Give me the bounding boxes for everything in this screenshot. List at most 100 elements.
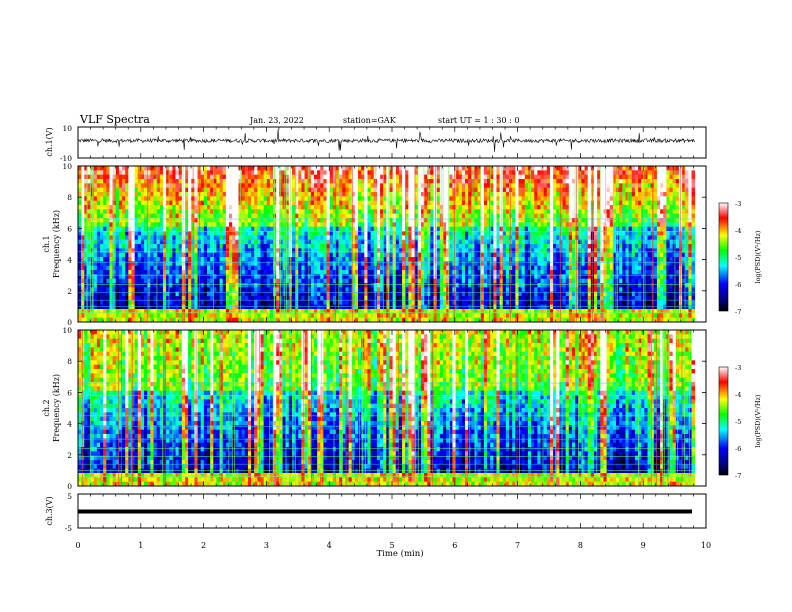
spectrogram-cell [323, 291, 327, 297]
spectrogram-cell [241, 252, 246, 258]
spectrogram-cell [477, 287, 482, 293]
spectrogram-cell [118, 248, 123, 254]
spectrogram-cell [351, 252, 356, 258]
spectrogram-cell [175, 179, 180, 184]
spectrogram-cell [103, 257, 107, 262]
spectrogram-cell [232, 244, 236, 249]
spectrogram-cell [241, 235, 246, 241]
spectrogram-cell [348, 231, 353, 236]
spectrogram-cell [301, 261, 305, 267]
spectrogram-cell [291, 218, 296, 223]
spectrogram-cell [159, 278, 164, 284]
spectrogram-cell [370, 200, 375, 206]
spectrogram-cell [207, 166, 211, 171]
spectrogram-cell [326, 244, 331, 249]
spectrogram-cell [468, 300, 472, 306]
spectrogram-cell [181, 252, 186, 258]
spectrogram-cell [128, 261, 132, 267]
spectrogram-cell [169, 278, 173, 284]
spectrogram-cell [247, 283, 252, 288]
spectrogram-cell [323, 300, 327, 306]
spectrogram-cell [307, 317, 312, 323]
spectrogram-cell [235, 287, 239, 293]
spectrogram-cell [112, 265, 117, 271]
spectrogram-cell [241, 291, 246, 297]
spectrogram-cell [285, 252, 290, 258]
spectrogram-cell [169, 313, 173, 319]
spectrogram-cell [361, 257, 365, 262]
spectrogram-cell [402, 196, 406, 202]
spectrogram-cell [483, 209, 488, 215]
spectrogram-cell [304, 309, 309, 314]
spectrogram-cell [115, 166, 120, 171]
spectrogram-cell [125, 300, 129, 306]
spectrogram-cell [96, 265, 101, 271]
spectrogram-cell [225, 235, 230, 241]
spectrogram-cell [386, 274, 390, 280]
spectrogram-cell [358, 257, 362, 262]
spectrogram-cell [471, 222, 475, 228]
spectrogram-cell [490, 226, 494, 232]
spectrogram-cell [222, 213, 227, 219]
spectrogram-cell [178, 170, 183, 176]
spectrogram-cell [436, 205, 441, 210]
spectrogram-cell [307, 283, 312, 288]
spectrogram-cell [93, 187, 98, 193]
spectrogram-cell [203, 196, 208, 202]
spectrogram-cell [461, 287, 466, 293]
spectrogram-cell [499, 300, 504, 306]
spectrogram-cell [166, 244, 170, 249]
spectrogram-cell [502, 209, 507, 215]
spectrogram-cell [178, 265, 183, 271]
spectrogram-cell [477, 226, 482, 232]
spectrogram-cell [282, 209, 287, 215]
spectrogram-cell [408, 170, 412, 176]
spectrogram-cell [332, 291, 337, 297]
spectrogram-cell [150, 278, 154, 284]
spectrogram-cell [449, 183, 453, 189]
spectrogram-cell [320, 270, 324, 275]
spectrogram-cell [323, 261, 327, 267]
spectrogram-cell [225, 265, 230, 271]
spectrogram-cell [417, 274, 422, 280]
spectrogram-cell [439, 192, 444, 197]
spectrogram-cell [455, 287, 460, 293]
spectrogram-cell [153, 291, 158, 297]
spectrogram-cell [477, 244, 482, 249]
spectrogram-cell [364, 287, 368, 293]
spectrogram-cell [169, 196, 173, 202]
spectrogram-cell [483, 226, 488, 232]
spectrogram-cell [251, 179, 255, 184]
spectrogram-cell [144, 170, 148, 176]
spectrogram-cell [229, 317, 233, 323]
spectrogram-cell [499, 296, 504, 301]
spectrogram-cell [225, 187, 230, 193]
spectrogram-cell [408, 283, 412, 288]
spectrogram-cell [232, 205, 236, 210]
spectrogram-cell [115, 213, 120, 219]
spectrogram-cell [194, 218, 198, 223]
spectrogram-cell [339, 200, 343, 206]
spectrogram-cell [244, 231, 249, 236]
spectrogram-cell [383, 200, 387, 206]
spectrogram-cell [458, 196, 463, 202]
spectrogram-cell [411, 183, 416, 189]
spectrogram-cell [166, 166, 170, 171]
spectrogram-cell [166, 274, 170, 280]
spectrogram-cell [295, 270, 299, 275]
spectrogram-cell [295, 183, 299, 189]
spectrogram-cell [213, 317, 217, 323]
spectrogram-cell [188, 252, 192, 258]
spectrogram-cell [251, 174, 255, 180]
spectrogram-cell [499, 205, 504, 210]
spectrogram-cell [307, 174, 312, 180]
spectrogram-cell [254, 205, 258, 210]
spectrogram-cell [493, 283, 497, 288]
spectrogram-cell [411, 196, 416, 202]
spectrogram-cell [122, 187, 126, 193]
spectrogram-cell [386, 257, 390, 262]
spectrogram-cell [430, 287, 434, 293]
spectrogram-cell [313, 287, 318, 293]
spectrogram-cell [122, 166, 126, 171]
spectrogram-cell [203, 309, 208, 314]
